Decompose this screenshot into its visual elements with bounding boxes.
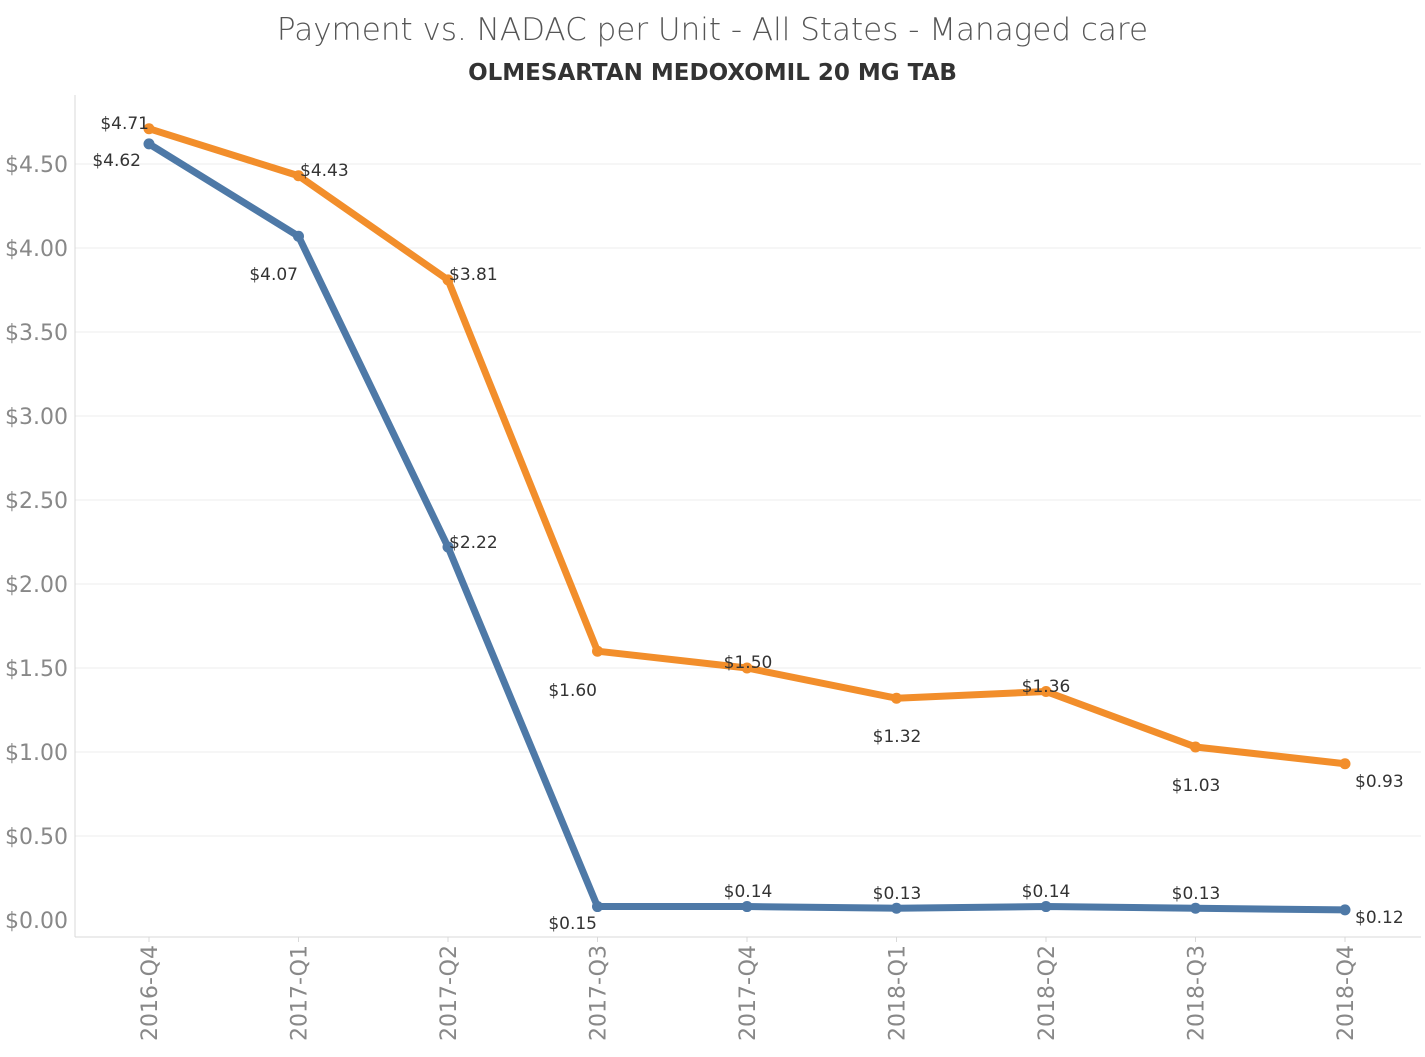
y-tick-label: $2.50 bbox=[5, 489, 68, 514]
x-tick-label: 2018-Q4 bbox=[1334, 945, 1359, 1041]
x-tick-label: 2017-Q1 bbox=[288, 945, 313, 1041]
data-label: $1.60 bbox=[548, 681, 597, 701]
data-label: $0.14 bbox=[1022, 882, 1071, 902]
y-tick-label: $2.00 bbox=[5, 573, 68, 598]
x-tick-label: 2016-Q4 bbox=[138, 945, 163, 1041]
y-tick-label: $4.00 bbox=[5, 237, 68, 262]
series-layer bbox=[143, 123, 1351, 916]
y-tick-label: $1.50 bbox=[5, 657, 68, 682]
data-point[interactable] bbox=[143, 138, 155, 150]
y-tick-label: $0.50 bbox=[5, 825, 68, 850]
data-point[interactable] bbox=[741, 901, 753, 913]
data-point[interactable] bbox=[143, 123, 155, 135]
data-label: $1.32 bbox=[873, 727, 922, 747]
data-label: $4.07 bbox=[249, 265, 298, 285]
x-tick-label: 2017-Q4 bbox=[736, 945, 761, 1041]
data-label: $1.03 bbox=[1172, 776, 1221, 796]
chart-title: Payment vs. NADAC per Unit - All States … bbox=[276, 12, 1149, 48]
data-point[interactable] bbox=[442, 274, 454, 286]
data-label: $1.36 bbox=[1022, 677, 1071, 697]
data-point[interactable] bbox=[1190, 741, 1201, 753]
data-label: $2.22 bbox=[449, 533, 498, 553]
x-tick-label: 2017-Q3 bbox=[587, 945, 612, 1041]
y-tick-label: $0.00 bbox=[5, 909, 68, 934]
data-label: $4.71 bbox=[100, 114, 149, 134]
data-label: $4.43 bbox=[300, 161, 349, 181]
data-label: $0.12 bbox=[1355, 908, 1404, 928]
data-point[interactable] bbox=[891, 902, 902, 914]
data-point[interactable] bbox=[891, 692, 902, 704]
y-tick-label: $1.00 bbox=[5, 741, 68, 766]
data-point[interactable] bbox=[1339, 758, 1351, 770]
data-point[interactable] bbox=[1040, 901, 1052, 913]
data-label: $1.50 bbox=[724, 653, 773, 673]
chart-subtitle: OLMESARTAN MEDOXOMIL 20 MG TAB bbox=[468, 60, 957, 86]
data-point[interactable] bbox=[1190, 902, 1201, 914]
data-labels: $4.71 $4.43 $3.81 $1.60 $1.50 $1.32 $1.36 $1.03… bbox=[92, 114, 1403, 934]
data-point[interactable] bbox=[592, 901, 603, 913]
data-point[interactable] bbox=[293, 230, 304, 242]
series-line-1 bbox=[145, 140, 1349, 914]
data-label: $0.93 bbox=[1355, 772, 1404, 792]
data-point[interactable] bbox=[293, 170, 304, 182]
data-point[interactable] bbox=[1339, 904, 1351, 916]
y-tick-label: $3.00 bbox=[5, 405, 68, 430]
data-point[interactable] bbox=[1040, 686, 1052, 698]
x-tick-label: 2018-Q1 bbox=[886, 945, 911, 1041]
y-tick-label: $4.50 bbox=[5, 153, 68, 178]
data-label: $0.13 bbox=[1172, 884, 1221, 904]
data-point[interactable] bbox=[592, 645, 603, 657]
data-point[interactable] bbox=[442, 541, 454, 553]
data-point[interactable] bbox=[741, 662, 753, 674]
x-tick-label: 2018-Q3 bbox=[1185, 945, 1210, 1041]
data-label: $0.15 bbox=[548, 914, 597, 934]
data-label: $3.81 bbox=[449, 265, 498, 285]
x-tick-label: 2017-Q2 bbox=[437, 945, 462, 1041]
data-label: $4.62 bbox=[92, 151, 141, 171]
y-tick-label: $3.50 bbox=[5, 321, 68, 346]
axes: $0.00 $0.50 $1.00 $1.50 $2.00 $2.50 $3.00 $3.50… bbox=[5, 95, 1421, 1041]
data-label: $0.14 bbox=[724, 882, 773, 902]
x-tick-label: 2018-Q2 bbox=[1035, 945, 1060, 1041]
data-label: $0.13 bbox=[873, 884, 922, 904]
